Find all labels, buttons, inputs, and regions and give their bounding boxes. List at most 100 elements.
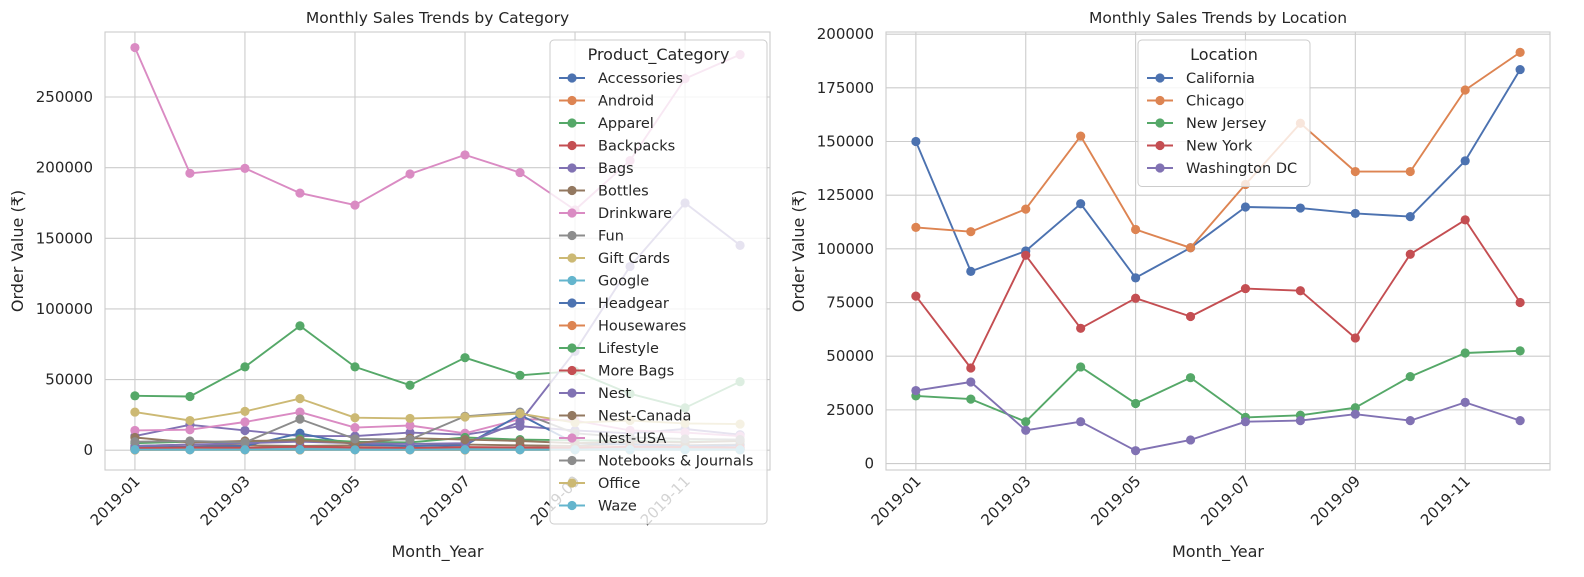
legend: Product_Category Accessories Android Appare…: [549, 39, 768, 525]
legend-label: More Bags: [598, 364, 674, 380]
data-point: [460, 445, 470, 455]
legend-swatch-marker: [1155, 118, 1165, 128]
y-tick-label: 175000: [817, 79, 874, 97]
data-point: [350, 362, 360, 372]
data-point: [1240, 202, 1251, 212]
legend-swatch-marker: [567, 275, 577, 286]
category-chart: Monthly Sales Trends by Category 0 50000 10…: [8, 9, 771, 562]
data-point: [350, 434, 360, 444]
legend-item: Headgear: [559, 296, 669, 312]
data-point: [1295, 203, 1305, 213]
data-point: [1515, 64, 1525, 75]
data-point: [1131, 293, 1141, 303]
y-tick-label: 100000: [817, 240, 874, 258]
data-point: [405, 445, 415, 455]
data-point: [1295, 416, 1305, 426]
data-point: [185, 415, 195, 426]
y-tick-label: 150000: [817, 133, 874, 151]
x-tick-label: 2019-03: [197, 472, 254, 529]
legend-label: Washington DC: [1186, 161, 1297, 177]
data-point: [1460, 156, 1470, 166]
data-point: [1131, 398, 1141, 409]
legend-item: Nest-Canada: [559, 409, 691, 425]
data-point: [1076, 362, 1086, 372]
data-point: [185, 168, 195, 178]
y-tick-label: 0: [864, 455, 874, 473]
legend-swatch-marker: [567, 73, 577, 83]
data-point: [130, 407, 140, 417]
data-point: [911, 385, 921, 396]
data-point: [295, 445, 305, 455]
legend-item: Lifestyle: [559, 341, 659, 357]
data-point: [240, 445, 250, 455]
legend-item: Bottles: [559, 184, 649, 200]
legend-swatch-marker: [567, 208, 577, 218]
data-point: [185, 436, 195, 446]
data-point: [1076, 417, 1086, 427]
data-point: [1515, 297, 1525, 308]
data-point: [966, 394, 976, 404]
data-point: [1350, 166, 1360, 177]
data-point: [185, 445, 195, 455]
data-point: [240, 362, 250, 372]
legend-item: Google: [559, 274, 649, 290]
data-point: [1515, 416, 1525, 426]
legend-label: Android: [598, 94, 654, 110]
y-tick-label: 25000: [826, 401, 874, 419]
data-point: [1131, 224, 1141, 235]
legend-label: Chicago: [1186, 94, 1244, 110]
legend-label: Drinkware: [598, 206, 672, 222]
data-point: [911, 136, 921, 147]
y-tick-label: 150000: [36, 229, 93, 247]
legend-swatch-marker: [1155, 95, 1165, 106]
data-point: [515, 436, 525, 446]
legend-swatch-marker: [567, 320, 577, 331]
data-point: [515, 445, 525, 455]
data-point: [911, 222, 921, 232]
data-point: [1405, 212, 1415, 222]
x-tick-label: 2019-07: [1197, 472, 1254, 529]
y-axis-label: Order Value (₹): [8, 190, 27, 312]
data-point: [1460, 215, 1470, 225]
legend-swatch-marker: [567, 343, 577, 353]
location-chart: Monthly Sales Trends by Location 0 25000 50…: [789, 9, 1551, 562]
y-tick-label: 0: [83, 441, 93, 459]
data-point: [350, 200, 360, 210]
data-point: [1185, 435, 1196, 445]
chart-title: Monthly Sales Trends by Location: [1089, 9, 1347, 27]
data-point: [966, 363, 976, 373]
data-point: [1460, 348, 1470, 358]
series-california: [911, 64, 1525, 283]
data-point: [460, 435, 470, 445]
legend-swatch-marker: [567, 365, 577, 376]
legend-label: Nest-Canada: [598, 409, 691, 425]
data-point: [1405, 416, 1415, 426]
x-tick-label: 2019-03: [978, 472, 1035, 529]
legend-swatch-marker: [567, 118, 577, 128]
data-point: [1185, 373, 1196, 383]
data-point: [1240, 283, 1251, 294]
legend-label: New Jersey: [1186, 116, 1267, 132]
x-tick-label: 2019-01: [87, 472, 144, 529]
legend-swatch-marker: [567, 388, 577, 398]
data-point: [911, 291, 921, 301]
series-washington-dc: [911, 377, 1525, 456]
data-point: [405, 420, 415, 431]
data-point: [1240, 417, 1251, 427]
chart-title: Monthly Sales Trends by Category: [306, 9, 569, 27]
data-point: [130, 425, 140, 436]
legend-title: Product_Category: [588, 45, 730, 65]
data-point: [1350, 208, 1360, 219]
y-tick-label: 50000: [45, 371, 93, 389]
legend-label: California: [1186, 71, 1255, 87]
data-point: [1460, 85, 1470, 95]
legend-item: Backpacks: [559, 139, 675, 155]
data-point: [185, 391, 195, 402]
legend-item: Nest-USA: [559, 431, 666, 447]
x-tick-label: 2019-09: [1307, 472, 1364, 529]
data-point: [295, 394, 305, 404]
x-tick-label: 2019-01: [868, 472, 925, 529]
legend-item: New York: [1147, 139, 1253, 155]
data-point: [1021, 204, 1031, 214]
legend-swatch-marker: [567, 163, 577, 173]
